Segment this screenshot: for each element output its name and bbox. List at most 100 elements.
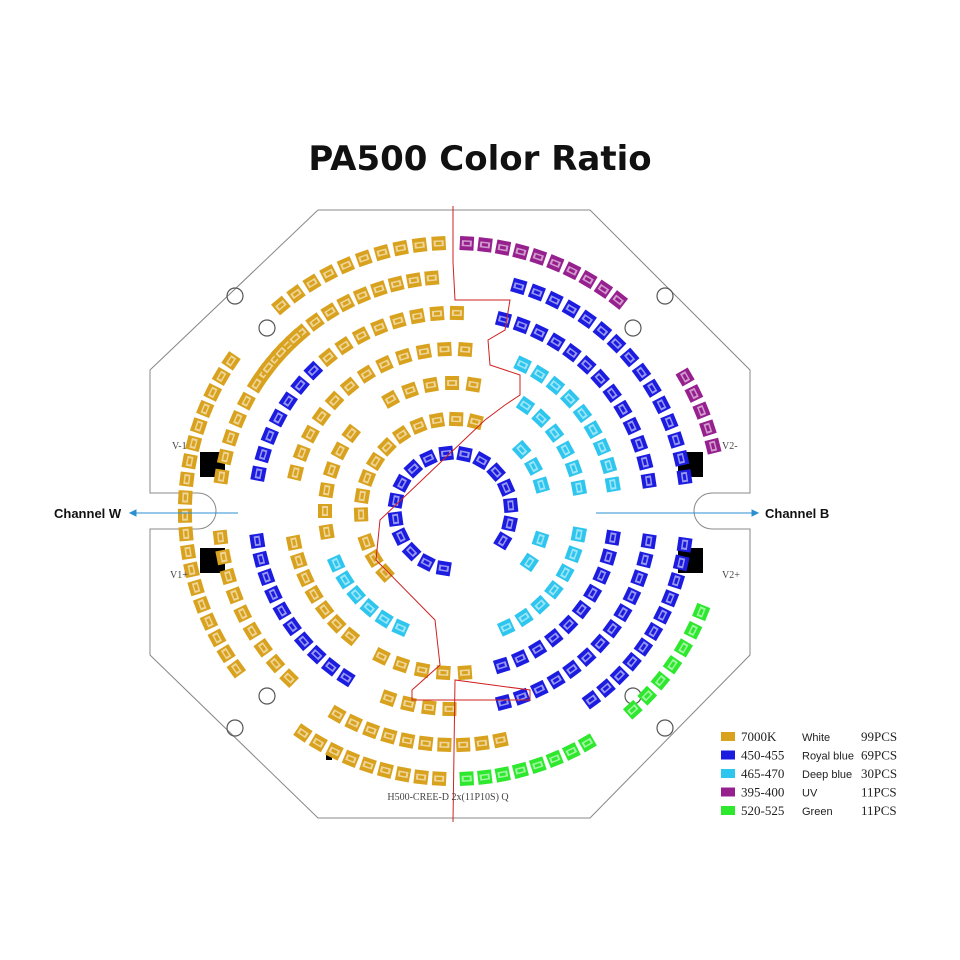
led — [650, 670, 671, 691]
led — [513, 355, 532, 375]
led — [543, 627, 564, 648]
led — [187, 578, 205, 597]
legend-name: Green — [802, 806, 833, 818]
led-core — [255, 537, 260, 545]
legend-count: 30PCS — [861, 766, 897, 781]
led — [604, 476, 621, 493]
led — [253, 638, 273, 658]
led-core — [680, 644, 687, 652]
led-core — [449, 381, 456, 385]
led-core — [408, 548, 415, 555]
led-core — [422, 741, 429, 746]
led — [318, 504, 332, 518]
led-core — [507, 520, 512, 527]
led-core — [460, 743, 467, 747]
led — [428, 412, 446, 429]
led — [449, 305, 465, 321]
led — [633, 637, 654, 657]
led — [630, 569, 649, 588]
led-core — [353, 591, 360, 598]
led — [183, 561, 200, 579]
led-core — [636, 440, 642, 448]
channel-label: Channel W — [54, 506, 122, 521]
led — [529, 323, 549, 343]
led-core — [387, 396, 394, 403]
led-core — [381, 361, 388, 367]
led — [512, 316, 531, 335]
led — [599, 548, 617, 566]
led-core — [576, 531, 581, 538]
led-core — [342, 300, 350, 306]
led — [583, 583, 603, 603]
led — [351, 326, 371, 346]
led-core — [226, 573, 231, 580]
led-core — [492, 468, 500, 476]
led-core — [534, 254, 542, 260]
led-core — [260, 644, 267, 652]
led-core — [440, 566, 447, 571]
led — [362, 721, 381, 740]
led-core — [256, 470, 261, 477]
led — [667, 572, 686, 590]
led-core — [499, 245, 507, 250]
led — [531, 408, 551, 429]
led-core — [425, 455, 432, 462]
led — [180, 544, 197, 560]
led-core — [249, 627, 256, 635]
led — [391, 424, 412, 445]
led-core — [583, 740, 591, 746]
led — [512, 687, 531, 706]
led-core — [596, 375, 604, 382]
led — [604, 529, 621, 546]
led — [398, 732, 416, 749]
led-core — [382, 768, 389, 773]
led-core — [562, 446, 569, 454]
led — [667, 431, 685, 449]
led-core — [223, 650, 229, 657]
led-core — [610, 481, 615, 488]
led-core — [183, 494, 187, 501]
led — [290, 375, 310, 396]
led-core — [679, 559, 684, 567]
led-core — [363, 538, 369, 546]
led-core — [342, 674, 350, 681]
led-core — [539, 481, 544, 489]
led-core — [518, 322, 526, 328]
led — [613, 399, 633, 419]
led-core — [360, 492, 365, 500]
led — [438, 445, 454, 462]
led-core — [530, 463, 537, 470]
led — [372, 647, 391, 666]
led-core — [599, 443, 605, 451]
led-core — [258, 555, 264, 563]
led — [699, 419, 717, 438]
led-core — [364, 474, 370, 482]
led-core — [423, 559, 430, 566]
led-core — [414, 314, 421, 319]
led-core — [502, 624, 510, 631]
led — [392, 239, 409, 257]
led-core — [375, 324, 383, 330]
led-core — [710, 442, 716, 450]
led-core — [363, 371, 370, 377]
led — [564, 545, 583, 564]
led — [264, 585, 283, 604]
terminal-label: V1+ — [170, 570, 188, 581]
led-core — [552, 677, 560, 683]
led — [327, 704, 347, 724]
led-core — [441, 743, 448, 747]
led-core — [636, 574, 642, 582]
led-core — [397, 662, 405, 667]
led — [676, 469, 693, 486]
legend-name: White — [802, 732, 830, 744]
led — [556, 440, 575, 460]
led — [213, 468, 230, 485]
led-core — [606, 462, 611, 469]
led-core — [590, 426, 596, 434]
led — [308, 733, 328, 753]
led-core — [614, 296, 622, 304]
led — [416, 553, 436, 572]
legend-swatch — [721, 769, 735, 778]
led-core — [500, 700, 507, 705]
led — [178, 526, 194, 542]
